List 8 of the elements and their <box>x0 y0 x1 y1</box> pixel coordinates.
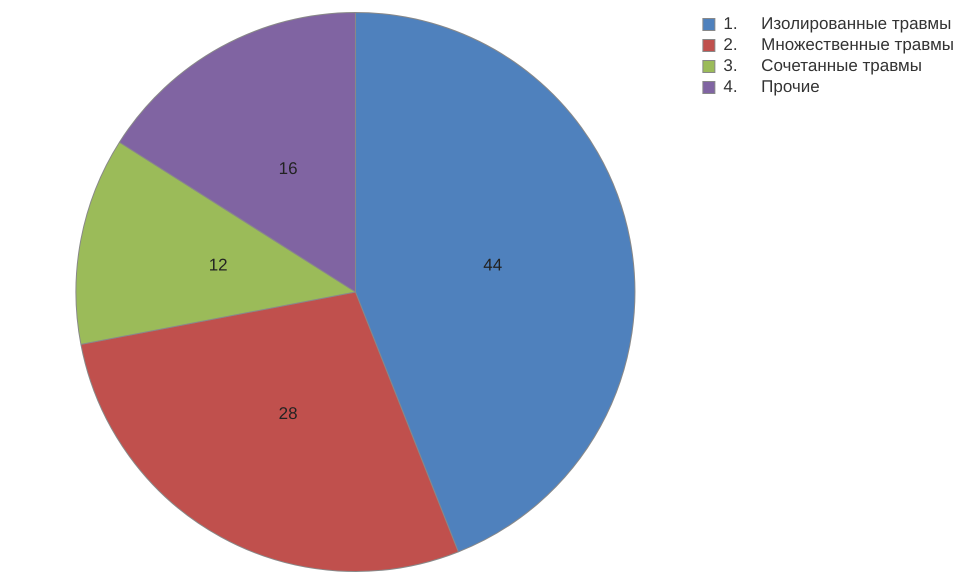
legend-label: 2. Множественные травмы <box>723 35 954 54</box>
data-label: 44 <box>483 256 502 274</box>
legend-label: 4. Прочие <box>723 77 820 96</box>
data-label: 12 <box>208 256 228 274</box>
data-label: 16 <box>278 159 298 178</box>
data-label: 28 <box>278 404 298 424</box>
legend-label: 3. Сочетанные травмы <box>723 56 922 76</box>
legend-label: 1. Изолированные травмы <box>723 14 952 34</box>
